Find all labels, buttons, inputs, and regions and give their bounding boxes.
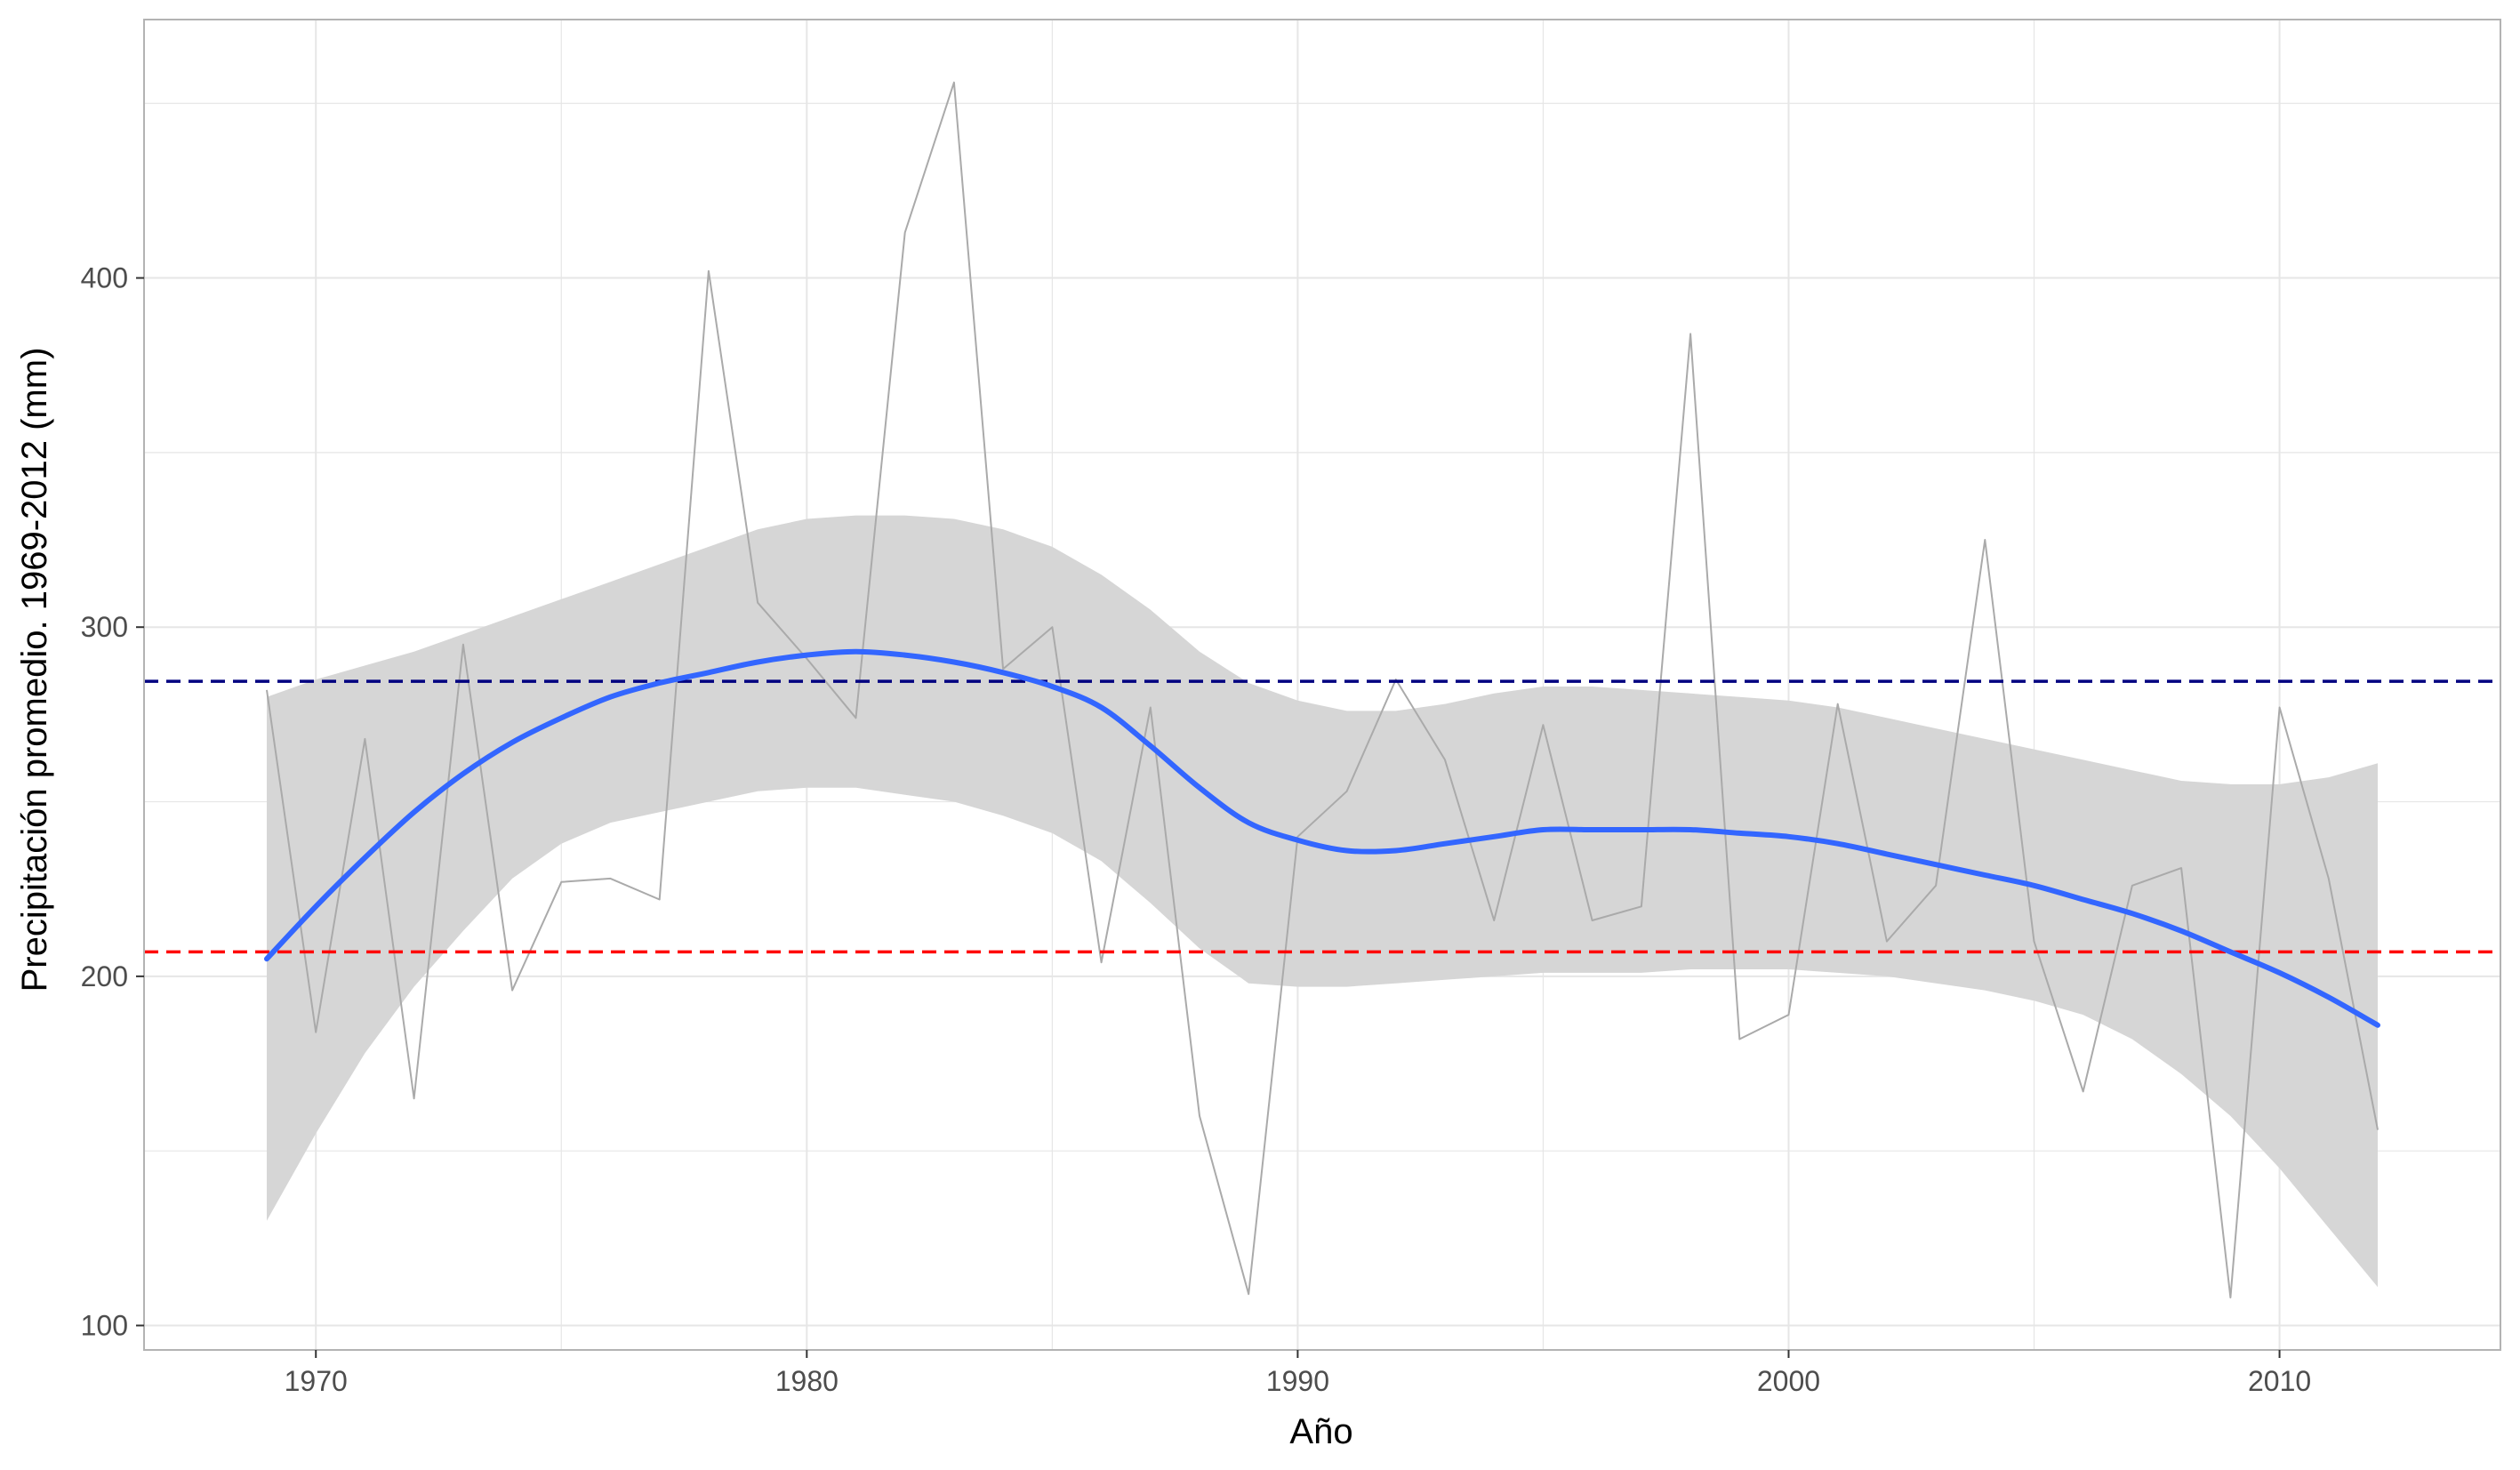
panel-border-layer bbox=[143, 19, 2501, 1351]
y-tick-label: 200 bbox=[81, 960, 128, 992]
raw-precipitation-line bbox=[266, 81, 2379, 1299]
x-tick-label: 2010 bbox=[2248, 1365, 2311, 1397]
smooth-series-layer bbox=[264, 648, 2380, 1028]
reference-lines-layer bbox=[144, 679, 2500, 954]
x-tick-label: 2000 bbox=[1757, 1365, 1820, 1397]
x-tick-label: 1990 bbox=[1266, 1365, 1329, 1397]
y-tick-label: 300 bbox=[81, 611, 128, 643]
y-axis-title: Precipitación promedio. 1969-2012 (mm) bbox=[15, 348, 54, 992]
x-axis-title: Año bbox=[1289, 1412, 1352, 1451]
smooth-trend-line bbox=[264, 648, 2380, 1028]
confidence-band bbox=[267, 515, 2378, 1288]
confidence-band-layer bbox=[267, 515, 2378, 1288]
panel-border bbox=[143, 19, 2501, 1351]
x-tick-label: 1980 bbox=[775, 1365, 839, 1397]
y-tick-label: 100 bbox=[81, 1310, 128, 1342]
x-tick-label: 1970 bbox=[285, 1365, 348, 1397]
raw-series-layer bbox=[266, 81, 2379, 1299]
y-tick-label: 400 bbox=[81, 262, 128, 294]
tick-labels-layer: 1970 1980 1990 2000 2010 100 200 300 400 bbox=[81, 262, 2312, 1397]
